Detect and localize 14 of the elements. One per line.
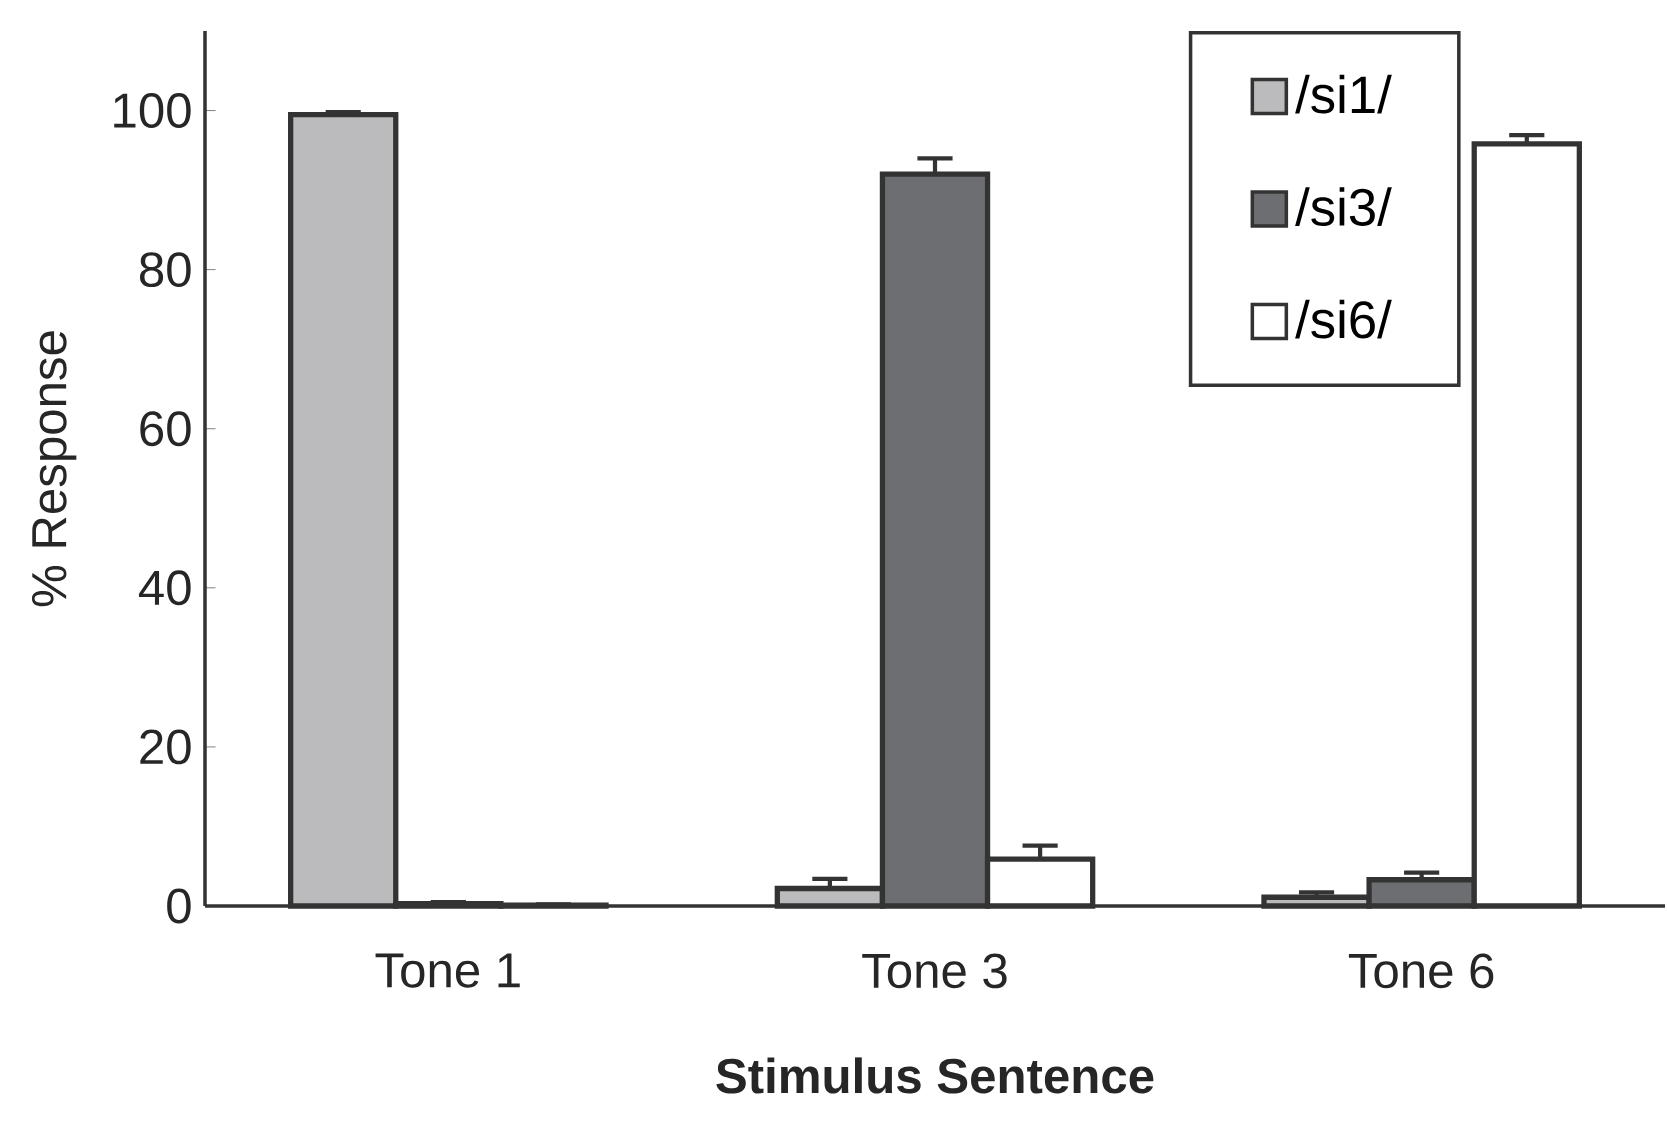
y-tick-label: 60 [140,411,191,447]
legend-label: /si6/ [1295,299,1392,339]
legend-label: /si3/ [1295,187,1392,227]
y-tick-label: 20 [140,729,191,765]
legend-label: /si1/ [1295,74,1392,114]
x-tick-label: Tone 6 [1348,953,1494,989]
x-axis-title: Stimulus Sentence [716,1057,1154,1094]
y-tick-label: 80 [140,252,191,288]
y-axis-title: % Response [31,331,77,607]
y-tick-label: 40 [138,570,191,606]
x-tick-label: Tone 3 [862,953,1007,989]
x-tick-label: Tone 1 [375,953,520,988]
y-tick-label: 100 [114,93,191,128]
y-tick-label: 0 [167,888,191,924]
